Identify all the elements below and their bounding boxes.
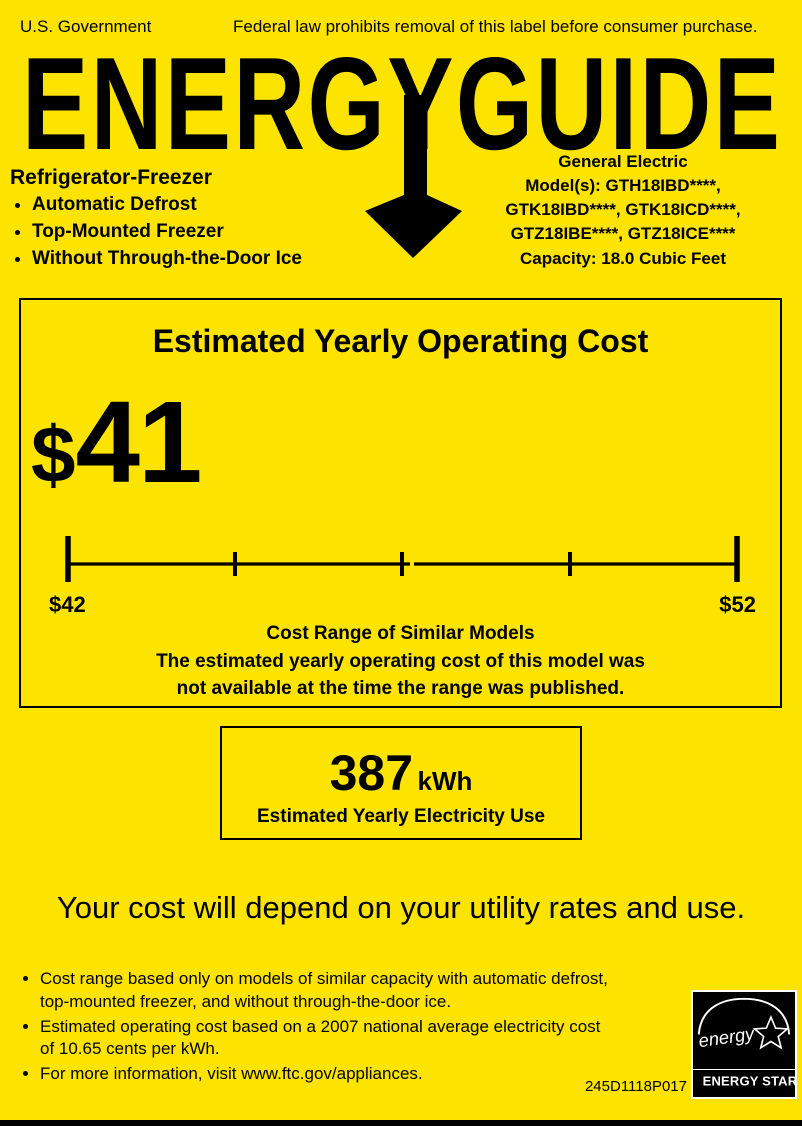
- svg-text:energy: energy: [697, 1022, 757, 1051]
- svg-text:ENERGY STAR: ENERGY STAR: [703, 1073, 795, 1088]
